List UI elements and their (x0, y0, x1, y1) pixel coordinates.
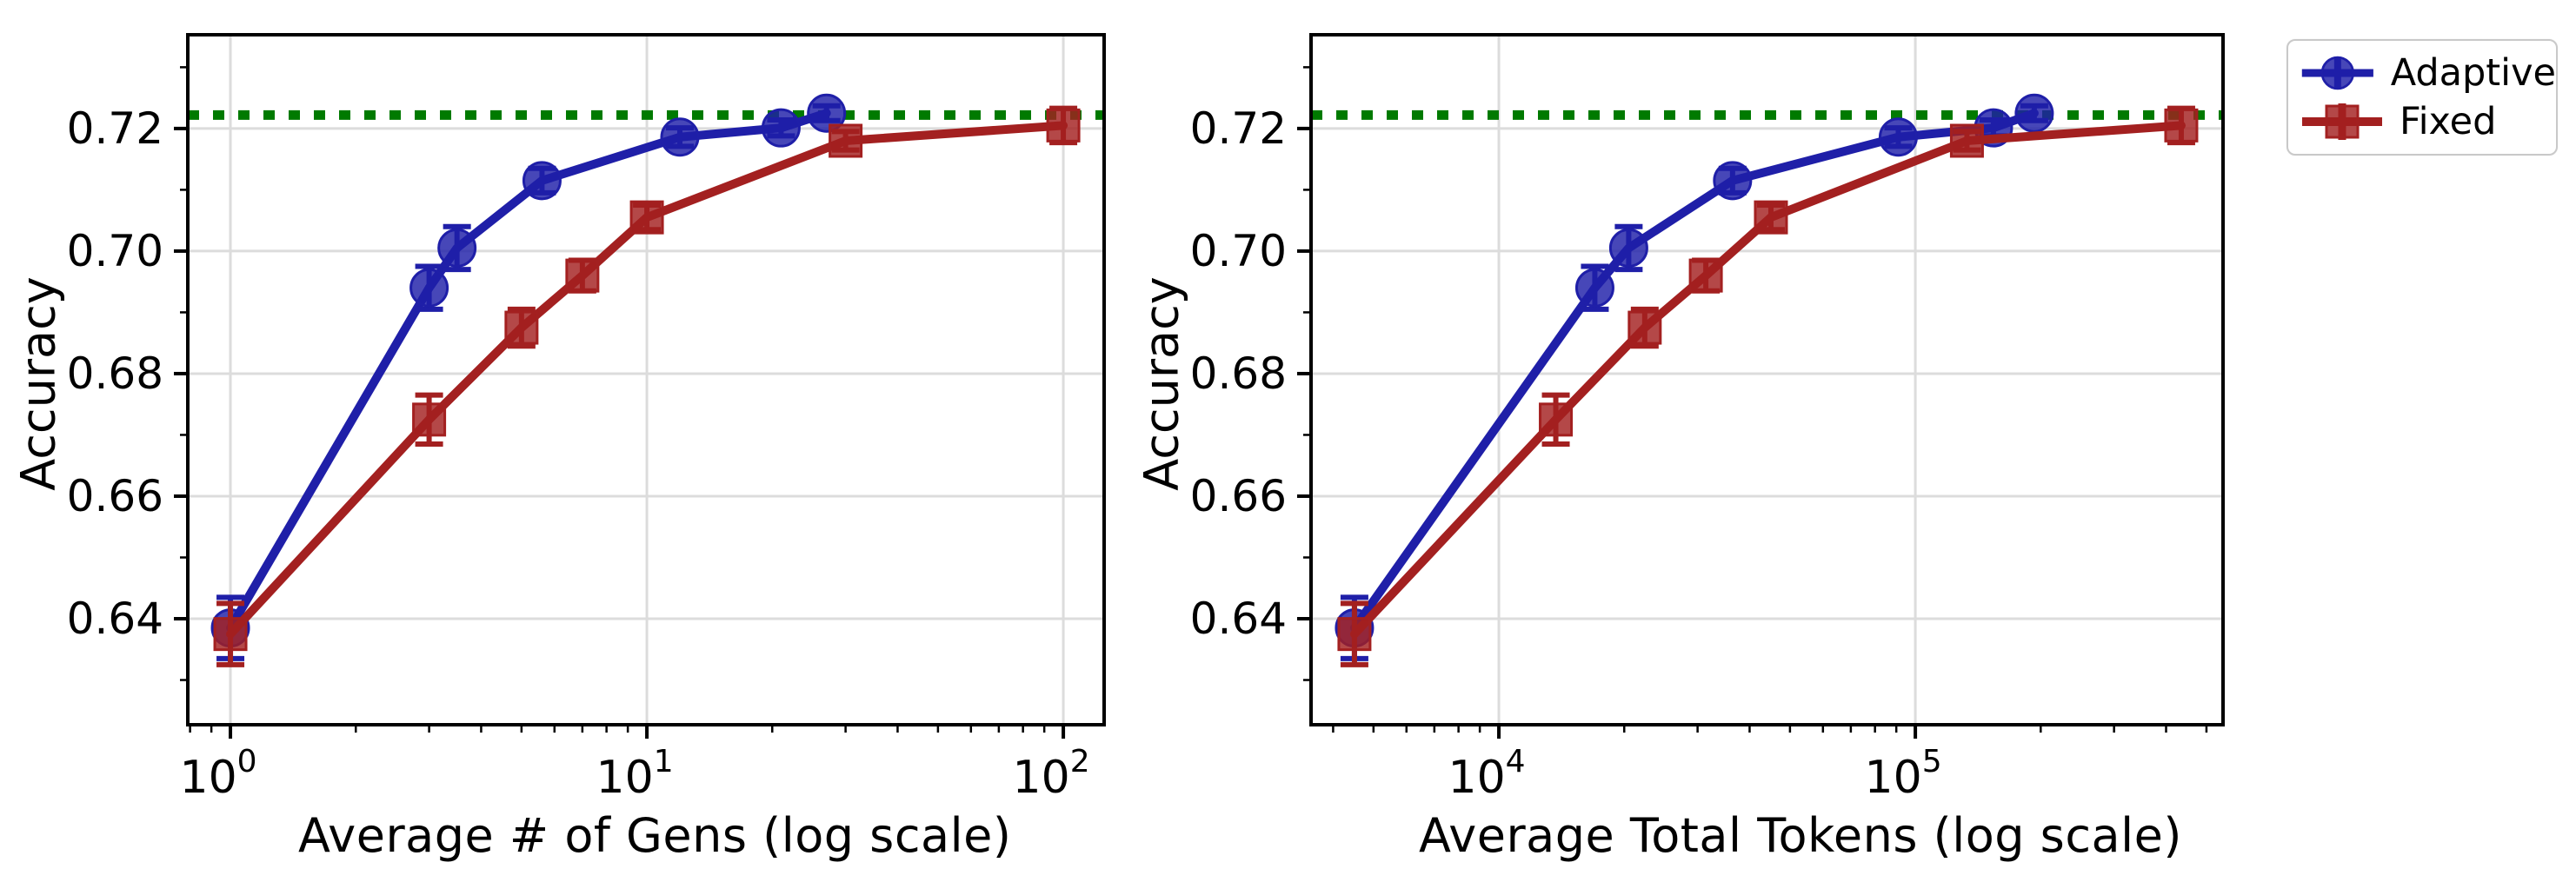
adaptive-errorbar-circle-icon (2301, 56, 2373, 90)
fixed-point (829, 123, 863, 158)
legend-label-adaptive: Adaptive (2390, 51, 2556, 95)
adaptive-point (660, 117, 700, 157)
fixed-point (1754, 200, 1788, 235)
fixed-point (213, 617, 248, 652)
y-tick-label: 0.72 (1190, 103, 1287, 154)
y-tick-label: 0.68 (1190, 348, 1287, 399)
adaptive-point (1608, 228, 1648, 268)
fixed-errorbar-square-icon (2302, 103, 2382, 140)
fixed-point (2164, 108, 2199, 143)
legend-label-fixed: Fixed (2400, 100, 2497, 143)
legend: Adaptive Fixed (2286, 39, 2558, 156)
adaptive-point (522, 161, 562, 201)
y-tick-label: 0.66 (1190, 471, 1287, 521)
left-x-axis-title: Average # of Gens (log scale) (298, 808, 1012, 863)
fixed-point (565, 258, 600, 293)
y-tick-label: 0.66 (67, 471, 163, 521)
x-tick-label: 105 (1865, 744, 1942, 804)
x-tick-label: 101 (596, 744, 674, 804)
x-tick-label: 104 (1448, 744, 1526, 804)
fixed-point (504, 310, 539, 345)
adaptive-point (761, 108, 801, 148)
y-tick-label: 0.70 (67, 226, 163, 276)
fixed-point (1539, 402, 1574, 437)
right-x-axis-title: Average Total Tokens (log scale) (1419, 808, 2182, 863)
adaptive-point (437, 228, 477, 268)
fixed-point (1688, 258, 1723, 293)
right-y-axis-title: Accuracy (1134, 276, 1189, 491)
left-y-axis-title: Accuracy (10, 276, 66, 491)
legend-item-adaptive: Adaptive (2288, 50, 2556, 96)
y-tick-label: 0.72 (67, 103, 163, 154)
y-tick-label: 0.68 (67, 348, 163, 399)
adaptive-point (1878, 117, 1918, 157)
adaptive-point (807, 93, 847, 133)
adaptive-point (409, 268, 449, 308)
fixed-point (1337, 617, 1372, 652)
adaptive-point (1713, 161, 1753, 201)
y-tick-label: 0.70 (1190, 226, 1287, 276)
y-tick-label: 0.64 (67, 594, 163, 644)
fixed-point (412, 402, 447, 437)
fixed-point (1627, 310, 1662, 345)
legend-item-fixed: Fixed (2288, 99, 2556, 144)
fixed-point (1949, 123, 1984, 158)
adaptive-point (1574, 268, 1614, 308)
y-tick-label: 0.64 (1190, 594, 1287, 644)
fixed-point (629, 200, 664, 235)
x-tick-label: 100 (179, 744, 256, 804)
plot-spines (1309, 33, 2225, 726)
x-tick-label: 102 (1013, 744, 1090, 804)
adaptive-line (1349, 109, 2039, 633)
fixed-point (1046, 108, 1081, 143)
adaptive-point (2014, 93, 2054, 133)
